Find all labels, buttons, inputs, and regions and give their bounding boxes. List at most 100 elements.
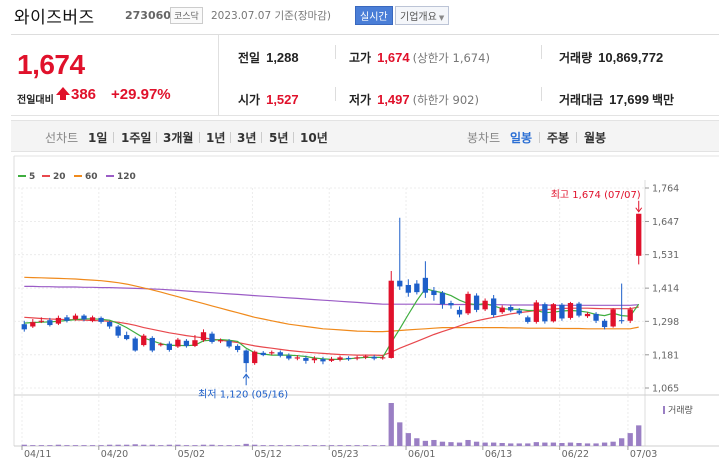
x-tick-label: 05/23	[331, 449, 358, 460]
realtime-button[interactable]: 실시간	[355, 6, 393, 25]
candle-body	[286, 355, 292, 359]
volume-bar	[627, 433, 633, 446]
candle-body	[166, 343, 172, 350]
volume-bar	[337, 445, 343, 446]
volume-bar	[217, 445, 224, 446]
tab-1day[interactable]: 1일	[88, 131, 108, 145]
volume-bar	[354, 445, 360, 446]
candle-body	[183, 340, 190, 346]
volume-bar	[610, 441, 616, 446]
lower-limit: (하한가 902)	[412, 93, 479, 107]
tab-10year[interactable]: 10년	[300, 131, 328, 145]
trade-amount: 거래대금 17,699 백만	[559, 91, 674, 108]
volume-bar	[525, 443, 531, 446]
volume-bar	[55, 444, 62, 446]
candle-body	[371, 356, 377, 359]
line-chart-label: 선차트	[45, 131, 79, 145]
candle-body	[627, 309, 633, 321]
volume-bar	[243, 443, 249, 446]
chart-annotations: 최고 1,674 (07/07) 최저 1,120 (05/16)	[198, 189, 643, 400]
candle-body	[72, 315, 79, 320]
volume-bar	[584, 443, 591, 446]
tab-divider	[576, 132, 577, 143]
volume-bar	[422, 440, 429, 446]
volume-bar	[30, 445, 36, 446]
candle-body	[81, 315, 87, 320]
candle-body	[320, 359, 326, 362]
volume-bar	[311, 445, 318, 446]
y-tick-label: 1,647	[652, 217, 679, 228]
volume-bar	[542, 442, 548, 446]
candle-body	[277, 352, 283, 356]
ma5-line	[24, 288, 640, 360]
legend-label: 120	[117, 172, 136, 182]
volume-bar	[601, 442, 608, 446]
candle-body	[252, 351, 258, 364]
candle-body	[380, 357, 386, 359]
volume-bar	[550, 442, 557, 446]
candle-body	[533, 302, 539, 322]
candle-body	[508, 307, 514, 311]
high-price: 고가 1,674 (상한가 1,674)	[349, 49, 490, 66]
candle-body	[636, 213, 642, 256]
high-annotation: 최고 1,674 (07/07)	[551, 189, 641, 201]
tab-3month[interactable]: 3개월	[163, 131, 194, 145]
candle-body	[422, 277, 429, 293]
candle-body	[567, 303, 574, 318]
tab-weekly[interactable]: 주봉	[547, 131, 570, 145]
amount-value: 17,699	[609, 92, 649, 107]
candle-body	[345, 357, 352, 360]
tab-monthly[interactable]: 월봉	[584, 131, 607, 145]
upper-limit: (상한가 1,674)	[412, 51, 490, 65]
volume-label: 거래량	[559, 51, 593, 65]
x-tick-label: 04/20	[101, 449, 128, 460]
candle-body	[354, 357, 360, 359]
volume-bar	[320, 445, 326, 446]
volume-bar	[499, 442, 505, 446]
volume-bar	[380, 445, 386, 446]
high-value: 1,674	[377, 50, 410, 65]
candle-body	[234, 345, 241, 350]
divider	[541, 45, 542, 59]
tab-1year[interactable]: 1년	[206, 131, 226, 145]
stock-name: 와이즈버즈	[14, 8, 95, 28]
chart-tabs: 선차트 1일 1주일 3개월 1년 3년 5년 10년 봉차트 일봉 주봉 월봉	[11, 120, 719, 152]
tab-3year[interactable]: 3년	[237, 131, 257, 145]
price-summary: 1,674 전일대비 386 +29.97% 전일 1,288 고가 1,674 (상…	[11, 34, 719, 116]
y-tick-label: 1,065	[652, 384, 679, 395]
candle-body	[192, 340, 198, 346]
candle-body	[584, 313, 591, 317]
y-tick-label: 1,764	[652, 184, 679, 195]
legend-ma120: 120	[106, 172, 136, 182]
volume-bar	[414, 438, 420, 446]
low-label: 저가	[349, 93, 372, 107]
candle-body	[38, 320, 44, 322]
candle-body	[303, 357, 309, 361]
candle-body	[542, 304, 548, 322]
tab-5year[interactable]: 5년	[269, 131, 289, 145]
candle-body	[89, 317, 96, 321]
volume-bar	[72, 445, 79, 446]
candle-body	[610, 309, 616, 327]
tab-divider	[293, 132, 294, 143]
corp-info-dropdown[interactable]: 기업개요 ▼	[395, 6, 450, 25]
x-tick-label: 05/02	[178, 449, 205, 460]
tab-1week[interactable]: 1주일	[121, 131, 152, 145]
chart-axes: 1,764 1,647 1,531 1,414 1,298 1,181 1,065 04/11…	[21, 184, 679, 460]
volume-bar	[448, 442, 454, 446]
candle-body	[576, 303, 582, 316]
divider	[335, 45, 336, 59]
change-label: 전일대비	[17, 95, 54, 106]
amount-label: 거래대금	[559, 93, 604, 107]
volume-bar	[576, 442, 582, 446]
volume-bar	[473, 441, 480, 446]
legend-label: 20	[53, 172, 66, 182]
volume-bar	[141, 444, 147, 446]
candle-body	[550, 304, 557, 322]
volume-label: 거래량	[668, 404, 693, 416]
x-tick-label: 06/13	[485, 449, 512, 460]
low-annotation: 최저 1,120 (05/16)	[198, 388, 288, 400]
volume-bar	[158, 445, 164, 446]
y-tick-label: 1,298	[652, 317, 679, 328]
tab-daily[interactable]: 일봉	[510, 131, 533, 145]
